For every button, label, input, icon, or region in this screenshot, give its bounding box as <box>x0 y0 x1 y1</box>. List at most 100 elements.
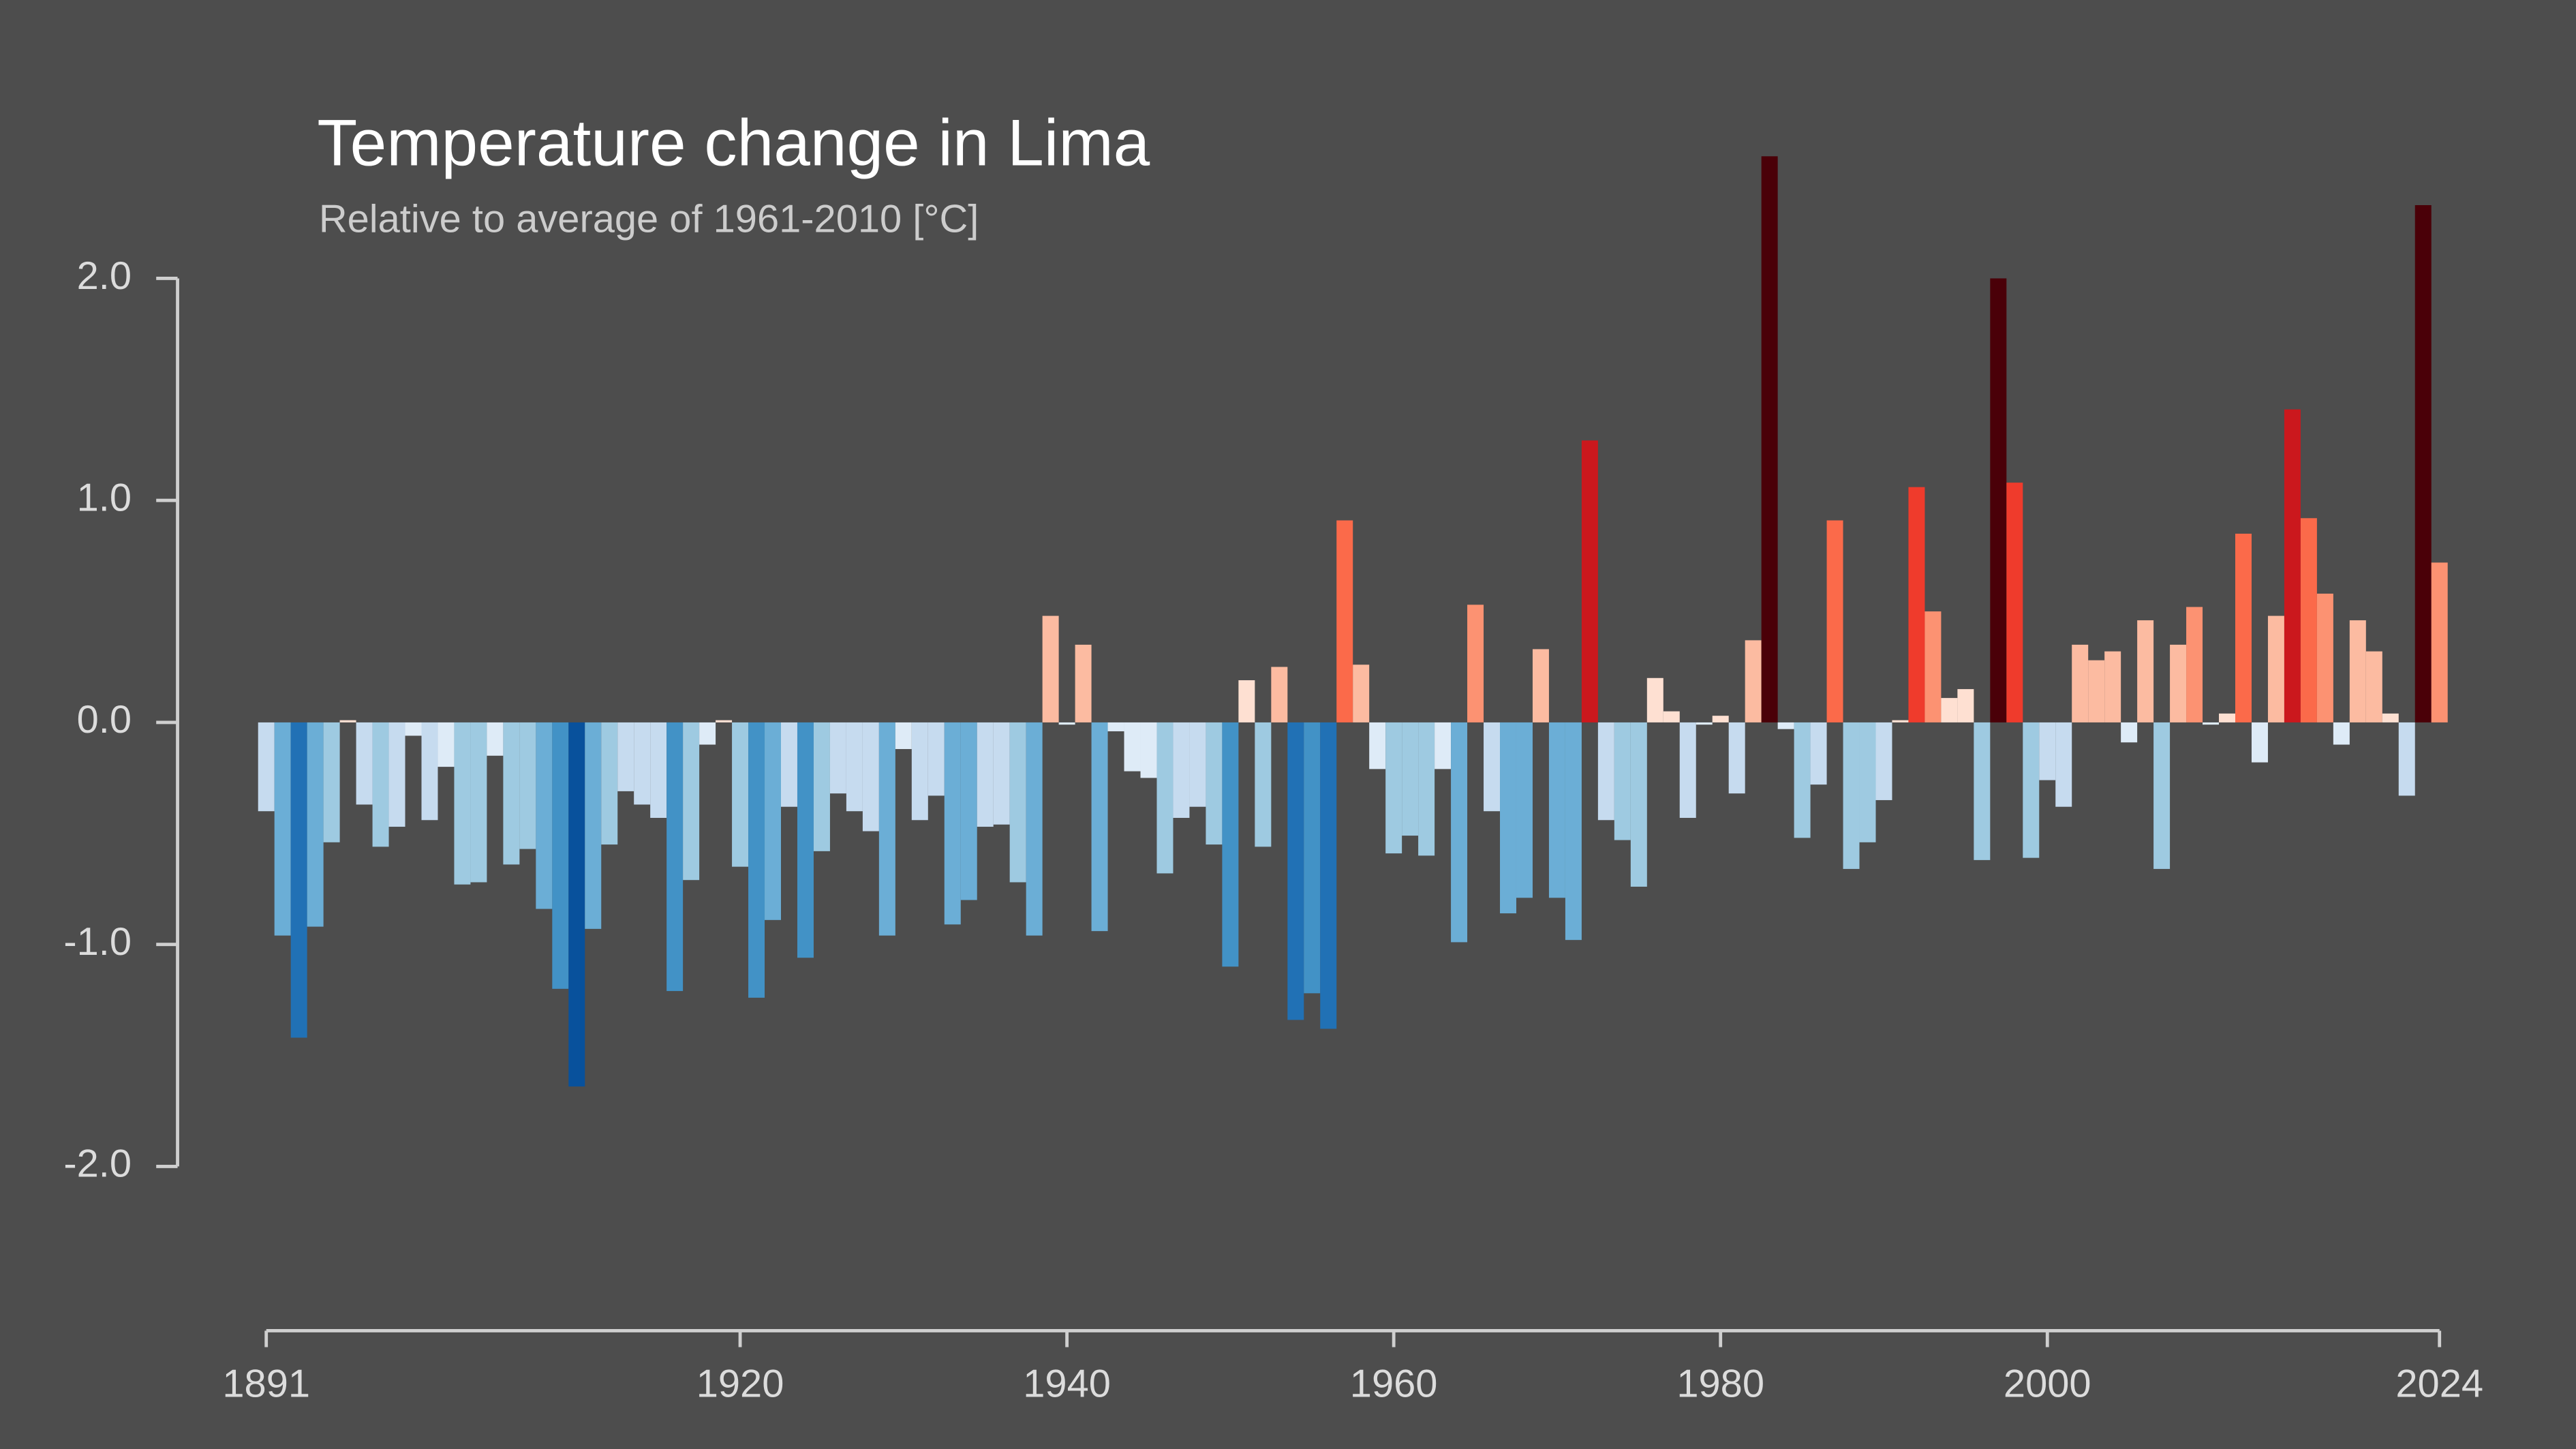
bar <box>1810 722 1827 785</box>
bar <box>1304 722 1321 994</box>
bar <box>2186 607 2203 722</box>
bar <box>1745 640 1762 722</box>
y-tick-label: 2.0 <box>77 254 132 298</box>
bar <box>290 722 307 1038</box>
bar <box>1206 722 1223 845</box>
bar <box>2072 644 2089 722</box>
bar <box>2414 204 2432 722</box>
x-tick-label: 2024 <box>2395 1362 2483 1406</box>
x-tick-label: 1960 <box>1350 1362 1438 1406</box>
bar <box>470 722 487 883</box>
bar <box>503 722 520 865</box>
bar <box>2006 483 2023 722</box>
bar <box>895 722 912 750</box>
bar <box>1548 722 1565 898</box>
bar <box>1875 722 1892 800</box>
bar <box>1908 487 1925 722</box>
bar <box>356 722 373 805</box>
y-tick-label: 0.0 <box>77 698 132 742</box>
x-tick-label: 1891 <box>222 1362 310 1406</box>
bar <box>1794 722 1811 838</box>
bar <box>1892 720 1909 722</box>
bar <box>568 722 585 1087</box>
bar <box>1516 722 1533 898</box>
bar <box>1565 722 1582 941</box>
bar <box>372 722 389 847</box>
bar <box>781 722 797 807</box>
bar <box>1418 722 1435 856</box>
bar <box>1500 722 1516 914</box>
bar <box>732 722 749 867</box>
bar <box>1974 722 1991 860</box>
bar <box>1287 722 1304 1020</box>
y-tick-label: -1.0 <box>63 920 132 964</box>
bar <box>307 722 324 927</box>
bar <box>699 722 716 745</box>
bar <box>421 722 438 821</box>
chart-subtitle: Relative to average of 1961-2010 [°C] <box>319 198 979 241</box>
bar <box>1271 667 1288 722</box>
bar <box>388 722 405 827</box>
bar <box>1451 722 1468 943</box>
bar <box>2251 722 2268 763</box>
bar <box>878 722 895 936</box>
bar <box>2203 722 2220 725</box>
bar <box>1777 722 1794 729</box>
bar <box>1140 722 1157 778</box>
bar <box>1353 665 1370 722</box>
bar <box>1124 722 1141 772</box>
x-tick-label: 1940 <box>1023 1362 1111 1406</box>
bar <box>1091 722 1108 932</box>
bar <box>797 722 814 958</box>
bar <box>585 722 602 929</box>
bar <box>1336 520 1353 722</box>
bar <box>1597 722 1614 821</box>
bar <box>1925 611 1942 722</box>
bar <box>765 722 782 920</box>
bar <box>2267 615 2284 722</box>
bar <box>1042 615 1059 722</box>
bar <box>438 722 455 767</box>
bar <box>552 722 569 989</box>
bar <box>1402 722 1419 836</box>
bar <box>339 720 356 722</box>
bar <box>1026 722 1043 936</box>
bar <box>683 722 700 881</box>
bar <box>1238 680 1255 722</box>
bar <box>2349 620 2366 722</box>
bar <box>2039 722 2056 780</box>
bar <box>911 722 928 821</box>
bar <box>2398 722 2415 796</box>
bar <box>2316 594 2333 722</box>
chart-title: Temperature change in Lima <box>317 106 1150 179</box>
bar <box>813 722 830 851</box>
bar <box>454 722 471 885</box>
bar <box>1107 722 1124 731</box>
bar <box>601 722 618 845</box>
bar <box>1581 440 1598 722</box>
bar <box>2365 651 2382 722</box>
bar <box>1222 722 1239 967</box>
bar <box>2219 713 2235 722</box>
bar <box>2153 722 2171 869</box>
bar <box>1990 278 2007 722</box>
bar <box>1009 722 1026 883</box>
bar <box>1058 722 1075 725</box>
bar <box>1957 689 1974 722</box>
bar <box>487 722 504 756</box>
bar <box>960 722 977 900</box>
bar <box>2235 534 2252 722</box>
bar <box>650 722 667 819</box>
bar <box>323 722 340 842</box>
bar <box>1630 722 1647 887</box>
bar <box>1646 677 1663 722</box>
bar <box>1728 722 1745 794</box>
bar <box>862 722 879 832</box>
bar <box>1941 698 1958 722</box>
bar <box>977 722 994 827</box>
bar <box>2284 409 2301 722</box>
bar <box>1826 520 1843 722</box>
bar <box>258 722 275 812</box>
